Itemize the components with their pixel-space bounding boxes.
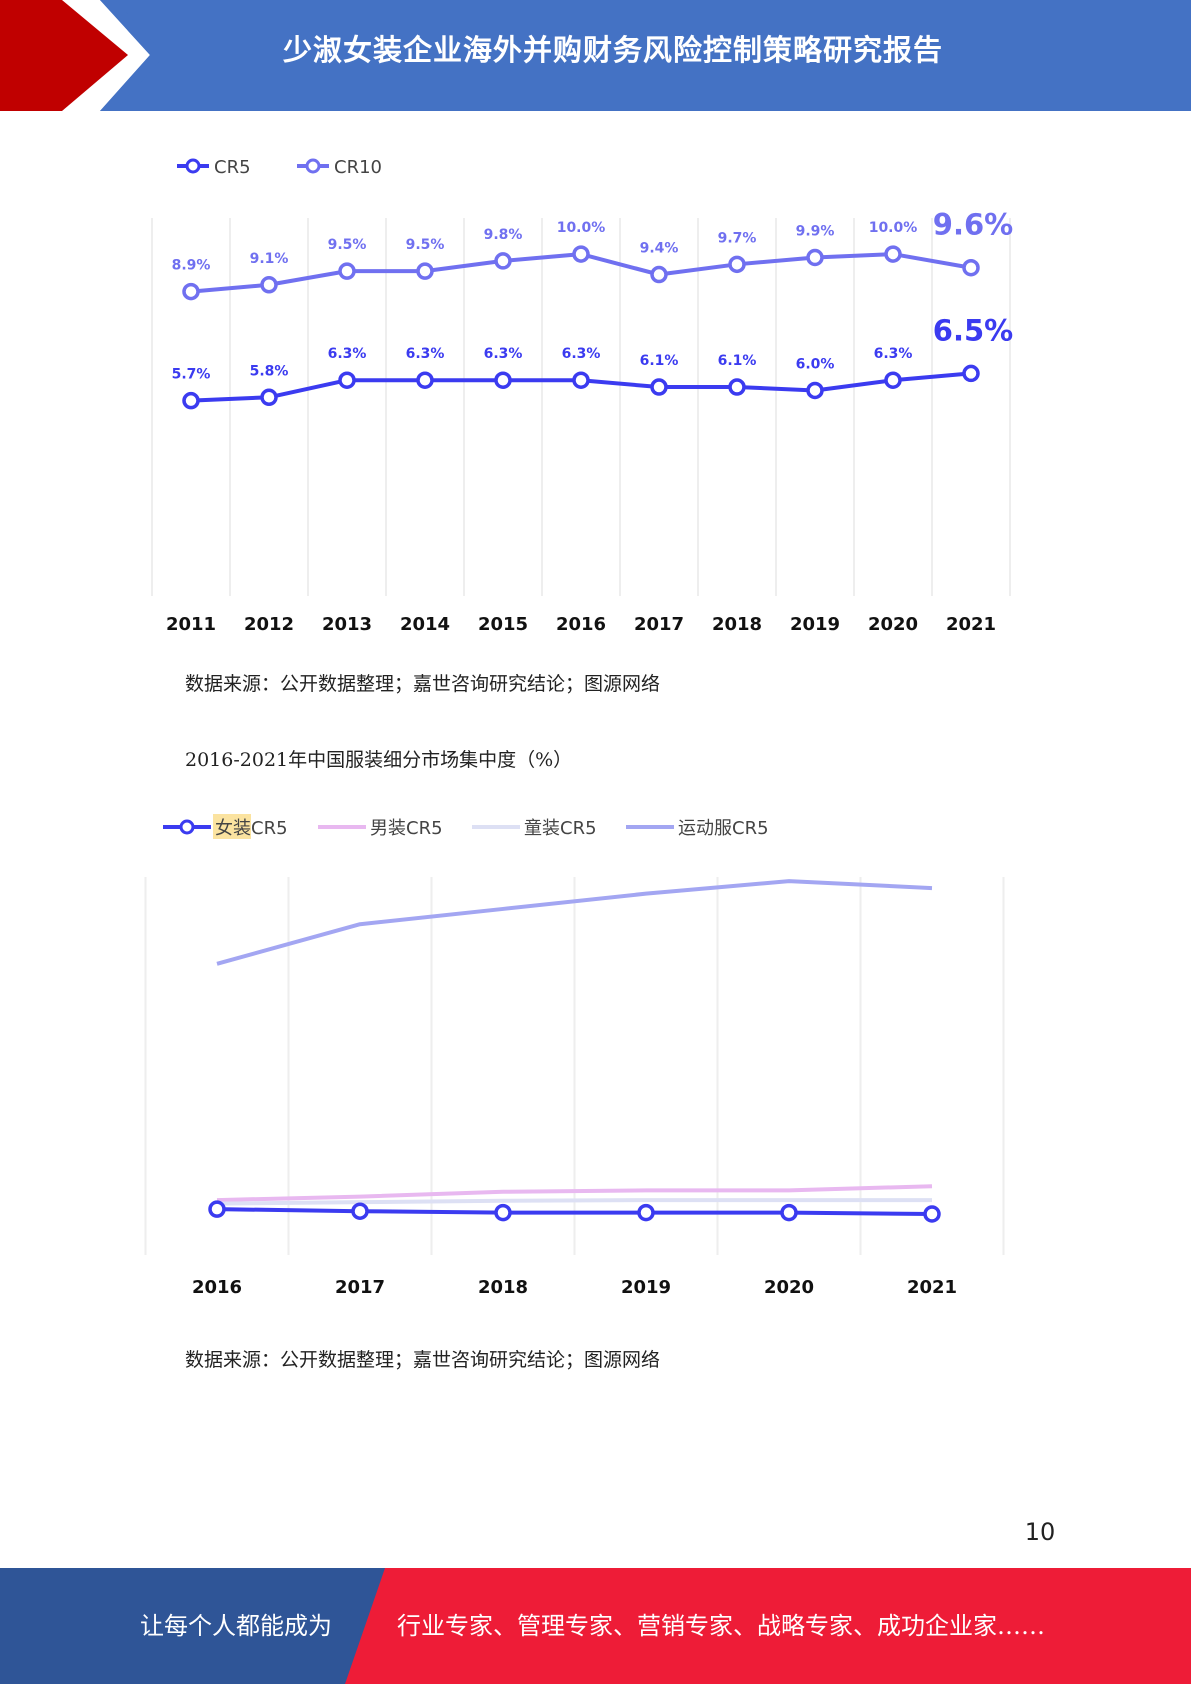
chart1-x-tick-label: 2012 <box>244 614 294 635</box>
chart2-legend-label: 运动服CR5 <box>678 818 769 839</box>
chart1-data-label: 9.1% <box>250 251 289 267</box>
chart1-x-tick-label: 2017 <box>634 614 684 635</box>
chart1-point <box>338 262 356 280</box>
chart2-source: 数据来源：公开数据整理；嘉世咨询研究结论；图源网络 <box>185 1349 661 1371</box>
footer-slogan-right: 行业专家、管理专家、营销专家、战略专家、成功企业家…… <box>397 1612 1045 1640</box>
chart1-point <box>884 245 902 263</box>
chart2-x-tick-label: 2017 <box>335 1277 385 1298</box>
chart1-x-tick-label: 2020 <box>868 614 918 635</box>
chart1-x-tick-label: 2016 <box>556 614 606 635</box>
chart2-point <box>208 1200 226 1218</box>
chart1-point <box>494 371 512 389</box>
chart1-point <box>806 248 824 267</box>
chart1-data-label: 9.5% <box>406 237 445 253</box>
chart2-x-tick-label: 2018 <box>478 1277 528 1298</box>
chart1-data-label: 6.1% <box>640 353 679 369</box>
chart1-legend-marker <box>305 158 321 174</box>
chart2-svg: 女装CR5 男装CR5 童装CR5 运动服CR5 2016 2017 2018 2019 202… <box>144 814 1005 1298</box>
chart2-point <box>780 1203 798 1222</box>
chart2-legend-label: 童装CR5 <box>524 818 597 839</box>
chart1-point <box>728 255 746 274</box>
chart2-x-tick-label: 2019 <box>621 1277 671 1298</box>
chart1-data-label: 6.3% <box>406 346 445 362</box>
chart2-legend-highlight <box>213 814 251 839</box>
chart2-x-tick-label: 2020 <box>764 1277 814 1298</box>
chart1-data-label: 9.6% <box>933 208 1013 242</box>
footer-slogan-left: 让每个人都能成为 <box>140 1612 332 1640</box>
chart1-data-label: 6.1% <box>718 353 757 369</box>
chart1-data-label: 10.0% <box>869 220 918 236</box>
chart1-source: 数据来源：公开数据整理；嘉世咨询研究结论；图源网络 <box>185 673 661 695</box>
chart2-x-tick-label: 2016 <box>192 1277 242 1298</box>
chart1-point <box>260 388 278 407</box>
chart1-point <box>728 378 746 396</box>
header-chevron-logo <box>0 0 160 111</box>
chart1-data-label: 9.7% <box>718 230 757 246</box>
chart1-data-label: 5.7% <box>172 367 211 383</box>
chart1-x-tick-label: 2018 <box>712 614 762 635</box>
chart1-x-tick-label: 2015 <box>478 614 528 635</box>
chart1-x-tick-label: 2013 <box>322 614 372 635</box>
page-header: 少淑女装企业海外并购财务风险控制策略研究报告 <box>0 0 1191 111</box>
chart1-data-label: 5.8% <box>250 363 289 379</box>
chart1-point <box>416 262 434 280</box>
chart1-point <box>650 265 668 284</box>
chart1-point <box>338 371 356 389</box>
footer-background <box>0 1568 1191 1684</box>
chart1-data-label: 6.0% <box>796 356 835 372</box>
chart1-point <box>962 258 980 277</box>
chart1-data-label: 6.3% <box>874 346 913 362</box>
chart1-data-label: 10.0% <box>557 220 606 236</box>
chart1-point <box>494 252 512 270</box>
chart1-svg: CR5 CR10 5.7% 5.8% 6.3% 6.3% 6.3% 6.3% 6.1% 6.1% 6… <box>151 157 1013 635</box>
chart2-series-line <box>216 1198 932 1206</box>
chart1-point <box>572 245 590 263</box>
chart2-series-line <box>216 879 933 966</box>
chart1-x-tick-label: 2011 <box>166 614 216 635</box>
chart1-point <box>260 276 278 294</box>
chart2-legend-label: 女装CR5 <box>215 818 288 839</box>
chart2-point <box>637 1203 655 1222</box>
chart1-data-label: 8.9% <box>172 258 211 274</box>
chart1-data-label: 6.5% <box>933 313 1013 347</box>
chart1-point <box>806 381 824 400</box>
segment-cr5-line-chart: 女装CR5 男装CR5 童装CR5 运动服CR5 2016 2017 2018 2019 202… <box>0 805 1191 1305</box>
chart1-point <box>182 282 200 301</box>
chart2-point <box>351 1202 369 1220</box>
chart1-point <box>962 364 980 383</box>
chart2-x-tick-label: 2021 <box>907 1277 957 1298</box>
chart1-legend-label: CR10 <box>334 157 382 178</box>
chart1-data-label: 6.3% <box>484 346 523 362</box>
chart2-legend-marker <box>179 819 195 835</box>
chart1-data-label: 6.3% <box>562 346 601 362</box>
chart1-point <box>416 371 434 389</box>
chart2-series-line <box>216 1184 933 1203</box>
chart2-point <box>494 1203 512 1222</box>
chart1-x-tick-label: 2019 <box>790 614 840 635</box>
chart1-data-label: 9.8% <box>484 227 523 243</box>
chart1-data-label: 9.4% <box>640 241 679 257</box>
chart2-series-line <box>216 1207 933 1216</box>
chart1-data-label: 9.5% <box>328 237 367 253</box>
chart1-data-label: 6.3% <box>328 346 367 362</box>
chart1-legend-label: CR5 <box>214 157 251 178</box>
report-title: 少淑女装企业海外并购财务风险控制策略研究报告 <box>282 33 943 67</box>
chart1-x-tick-label: 2021 <box>946 614 996 635</box>
page-number: 10 <box>1024 1518 1056 1546</box>
chart2-point <box>923 1205 941 1223</box>
chart1-point <box>182 391 200 410</box>
chart1-legend-marker <box>185 158 201 174</box>
chart1-point <box>884 371 902 389</box>
cr5-cr10-line-chart: CR5 CR10 5.7% 5.8% 6.3% 6.3% 6.3% 6.3% 6.1% 6.1% 6… <box>0 140 1191 640</box>
page-footer: 让每个人都能成为 行业专家、管理专家、营销专家、战略专家、成功企业家…… <box>0 1568 1191 1684</box>
chart1-point <box>650 378 668 396</box>
chart2-legend-label: 男装CR5 <box>370 818 443 839</box>
chart1-data-label: 9.9% <box>796 224 835 240</box>
chart2-caption: 2016-2021年中国服装细分市场集中度（%） <box>185 749 573 771</box>
chart1-point <box>572 371 590 389</box>
chart1-x-tick-label: 2014 <box>400 614 450 635</box>
